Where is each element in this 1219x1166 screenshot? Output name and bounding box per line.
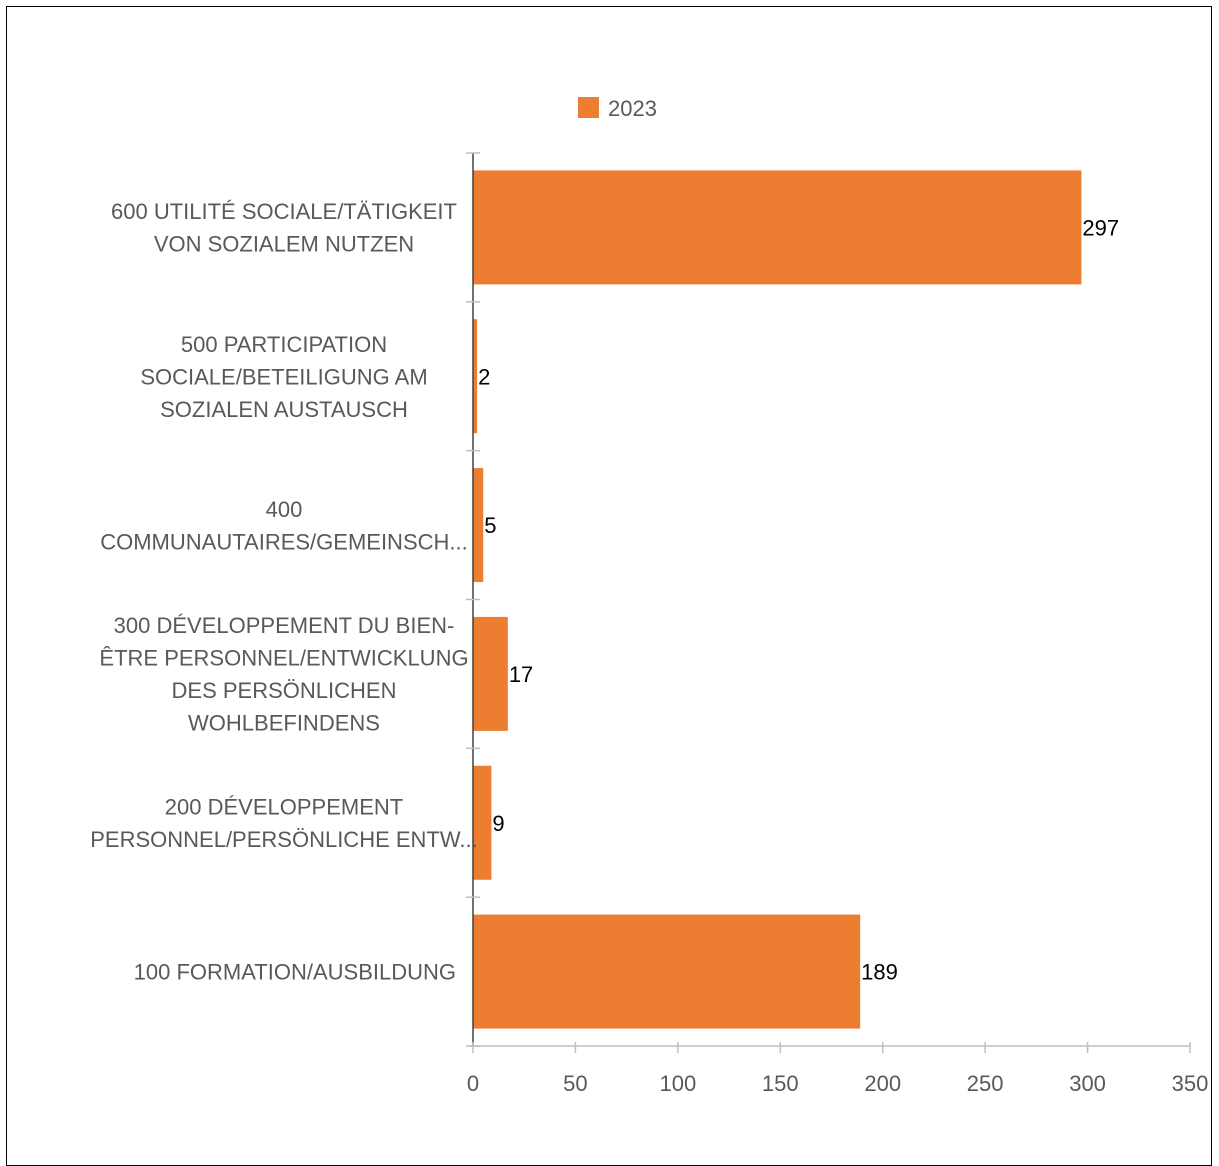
axes [466, 152, 1191, 1053]
legend-label-2023: 2023 [608, 96, 657, 121]
x-tick-label-3: 150 [762, 1071, 799, 1096]
bar-5 [473, 914, 861, 1029]
bar-1 [473, 319, 478, 434]
x-tick-label-0: 0 [467, 1071, 479, 1096]
legend-swatch-2023 [578, 97, 599, 118]
data-label-5: 189 [861, 960, 898, 985]
category-label-0-line-1: VON SOZIALEM NUTZEN [154, 232, 414, 257]
category-label-3-line-3: WOHLBEFINDENS [188, 711, 380, 736]
category-label-4-line-1: PERSONNEL/PERSÖNLICHE ENTW... [90, 827, 478, 852]
bar-2 [473, 468, 484, 583]
data-label-0: 297 [1082, 215, 1119, 240]
bar-4 [473, 765, 492, 880]
data-label-1: 2 [478, 364, 490, 389]
category-label-5-line-0: 100 FORMATION/AUSBILDUNG [134, 960, 456, 985]
category-label-2: 400 COMMUNAUTAIRES/GEMEINSCH... [100, 497, 468, 555]
category-label-1-line-2: SOZIALEN AUSTAUSCH [160, 397, 408, 422]
category-label-4: 200 DÉVELOPPEMENT PERSONNEL/PERSÖNLICHE E… [90, 795, 478, 853]
category-label-2-line-1: COMMUNAUTAIRES/GEMEINSCH... [100, 529, 468, 554]
data-label-3: 17 [509, 662, 533, 687]
category-labels: 600 UTILITÉ SOCIALE/TÄTIGKEIT VON SOZIALE… [90, 199, 478, 984]
category-label-0: 600 UTILITÉ SOCIALE/TÄTIGKEIT VON SOZIALE… [111, 199, 457, 257]
bars [473, 170, 1082, 1029]
x-tick-label-6: 300 [1069, 1071, 1106, 1096]
x-tick-label-7: 350 [1172, 1071, 1209, 1096]
category-label-1-line-0: 500 PARTICIPATION [181, 332, 387, 357]
data-label-2: 5 [484, 513, 496, 538]
bar-0 [473, 170, 1082, 285]
category-label-0-line-0: 600 UTILITÉ SOCIALE/TÄTIGKEIT [111, 199, 457, 224]
category-label-3: 300 DÉVELOPPEMENT DU BIEN- ÊTRE PERSONNEL… [99, 613, 468, 736]
legend: 2023 [578, 96, 657, 121]
x-tick-label-4: 200 [864, 1071, 901, 1096]
category-label-3-line-1: ÊTRE PERSONNEL/ENTWICKLUNG [99, 646, 468, 671]
x-tick-label-2: 100 [659, 1071, 696, 1096]
x-tick-label-1: 50 [563, 1071, 587, 1096]
x-tick-label-5: 250 [967, 1071, 1004, 1096]
category-label-3-line-0: 300 DÉVELOPPEMENT DU BIEN- [114, 613, 455, 638]
category-label-1-line-1: SOCIALE/BETEILIGUNG AM [140, 364, 427, 389]
category-label-2-line-0: 400 [266, 497, 303, 522]
bar-3 [473, 616, 508, 731]
data-label-4: 9 [492, 811, 504, 836]
category-label-5: 100 FORMATION/AUSBILDUNG [134, 960, 456, 985]
category-label-1: 500 PARTICIPATION SOCIALE/BETEILIGUNG AM S… [140, 332, 427, 422]
category-label-4-line-0: 200 DÉVELOPPEMENT [165, 795, 403, 820]
x-tick-labels: 0 50 100 150 200 250 300 350 [467, 1071, 1208, 1096]
category-label-3-line-2: DES PERSÖNLICHEN [172, 678, 397, 703]
